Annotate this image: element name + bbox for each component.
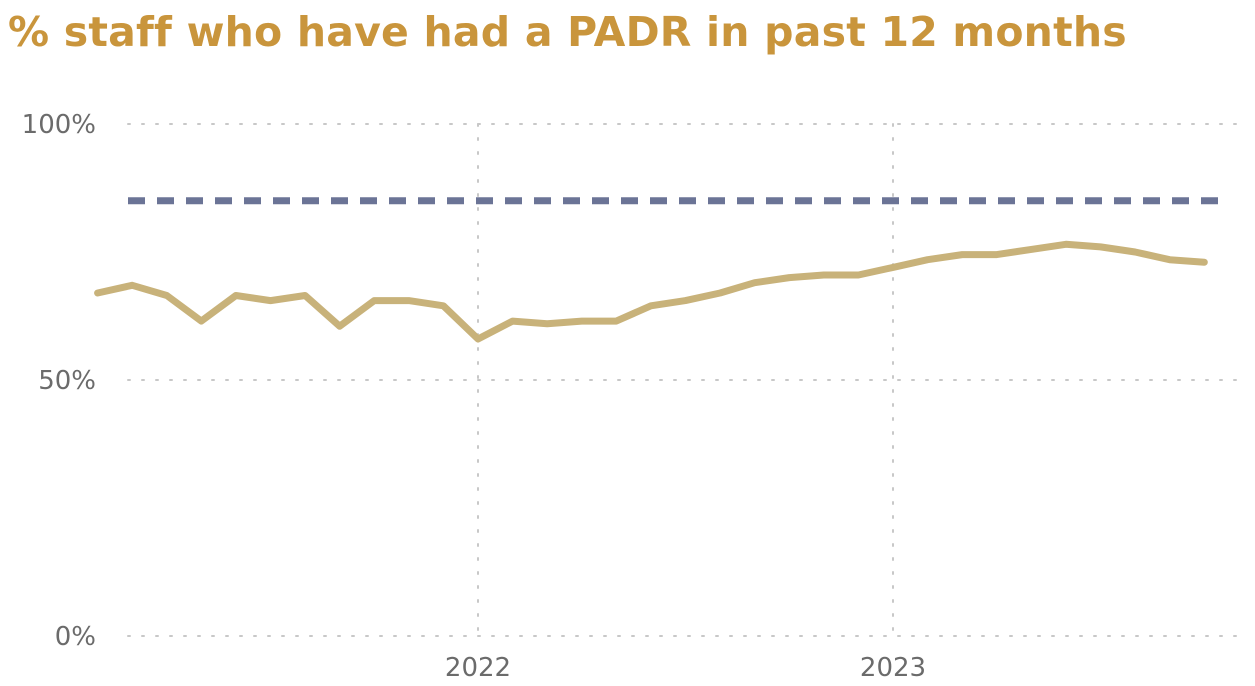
data-point: [821, 272, 827, 278]
series-group: [94, 240, 1208, 343]
data-point: [613, 318, 619, 324]
data-point: [164, 293, 170, 299]
data-point: [510, 318, 516, 324]
data-point: [198, 318, 204, 324]
gridlines: [127, 123, 1239, 637]
data-point: [302, 293, 308, 299]
data-point: [1132, 249, 1138, 255]
data-point: [717, 290, 723, 296]
data-point: [337, 323, 343, 329]
data-point: [786, 275, 792, 281]
data-point: [890, 264, 896, 270]
data-point: [1063, 241, 1069, 247]
data-point: [855, 272, 861, 278]
y-tick-label: 100%: [22, 110, 96, 140]
data-point: [579, 318, 585, 324]
data-point: [648, 303, 654, 309]
x-tick-label: 2023: [860, 653, 926, 683]
data-point: [994, 252, 1000, 258]
x-tick-label: 2022: [445, 653, 511, 683]
data-point: [268, 298, 274, 304]
chart-title: % staff who have had a PADR in past 12 m…: [8, 8, 1127, 56]
data-point: [544, 321, 550, 327]
y-tick-label: 50%: [38, 366, 96, 396]
data-point: [1167, 257, 1173, 263]
series-line: [94, 240, 1208, 343]
data-point: [1098, 244, 1104, 250]
data-point: [1201, 259, 1207, 265]
data-point: [752, 280, 758, 286]
data-point: [406, 298, 412, 304]
data-point: [475, 336, 481, 342]
data-point: [371, 298, 377, 304]
data-point: [233, 293, 239, 299]
axis-labels: 0% 50% 100% 2022 2023: [22, 110, 926, 683]
data-point: [440, 303, 446, 309]
y-tick-label: 0%: [55, 622, 96, 652]
data-point: [1028, 246, 1034, 252]
data-point: [959, 252, 965, 258]
data-point: [683, 298, 689, 304]
data-point: [129, 282, 135, 288]
data-point: [925, 257, 931, 263]
data-point: [95, 290, 101, 296]
